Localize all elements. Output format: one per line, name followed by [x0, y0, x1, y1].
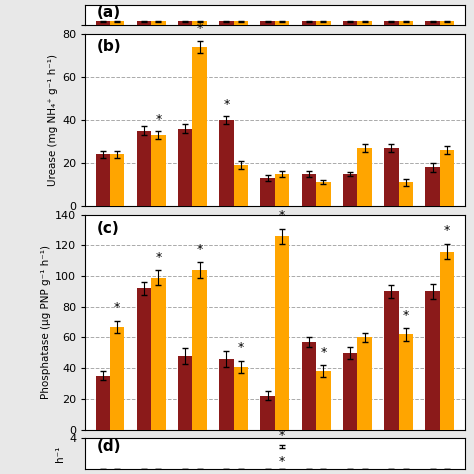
Bar [137, 21, 151, 26]
Bar [234, 21, 248, 26]
Text: *: * [155, 251, 162, 264]
Bar [110, 155, 125, 206]
Bar [110, 21, 125, 26]
Bar [343, 21, 357, 26]
Bar [384, 292, 399, 429]
Text: *: * [114, 301, 120, 314]
Bar [384, 148, 399, 206]
Bar [178, 21, 192, 26]
Bar [425, 21, 440, 26]
Bar [399, 21, 413, 26]
Bar [275, 21, 289, 26]
Bar [261, 396, 275, 429]
Text: *: * [197, 243, 203, 256]
Bar [357, 148, 372, 206]
Text: *: * [197, 22, 203, 36]
Bar [96, 155, 110, 206]
Bar [343, 353, 357, 429]
Bar [384, 21, 399, 26]
Bar [357, 21, 372, 26]
Y-axis label: Phosphatase (µg PNP g⁻¹ h⁻¹): Phosphatase (µg PNP g⁻¹ h⁻¹) [41, 245, 51, 399]
Text: *: * [279, 209, 285, 222]
Text: *: * [155, 113, 162, 126]
Text: *: * [402, 309, 409, 322]
Bar [96, 376, 110, 429]
Text: *: * [279, 429, 285, 442]
Bar [425, 167, 440, 206]
Bar [96, 21, 110, 26]
Bar [275, 236, 289, 429]
Bar [261, 178, 275, 206]
Bar [316, 21, 330, 26]
Bar [192, 270, 207, 429]
Bar [110, 327, 125, 429]
Bar [219, 359, 234, 429]
Text: (a): (a) [97, 5, 121, 20]
Bar [357, 337, 372, 429]
Bar [302, 174, 316, 206]
Text: *: * [223, 98, 229, 110]
Text: *: * [238, 341, 244, 354]
Text: *: * [320, 346, 327, 359]
Text: *: * [279, 456, 285, 468]
Bar [151, 135, 166, 206]
Bar [399, 182, 413, 206]
Bar [192, 47, 207, 206]
Y-axis label: h⁻¹: h⁻¹ [55, 446, 65, 462]
Y-axis label: Urease (mg NH₄⁺ g⁻¹ h⁻¹): Urease (mg NH₄⁺ g⁻¹ h⁻¹) [48, 54, 58, 186]
Text: *: * [444, 225, 450, 237]
Bar [178, 356, 192, 429]
Bar [440, 150, 454, 206]
Bar [302, 21, 316, 26]
Bar [178, 128, 192, 206]
Text: (b): (b) [97, 39, 121, 55]
Bar [151, 21, 166, 26]
Bar [261, 21, 275, 26]
Bar [343, 174, 357, 206]
Bar [425, 292, 440, 429]
Text: (d): (d) [97, 439, 121, 454]
Bar [316, 182, 330, 206]
Bar [219, 21, 234, 26]
Bar [440, 21, 454, 26]
Bar [440, 252, 454, 429]
Bar [302, 342, 316, 429]
Bar [151, 278, 166, 429]
Bar [137, 131, 151, 206]
Bar [234, 165, 248, 206]
Bar [137, 288, 151, 429]
Text: (c): (c) [97, 221, 119, 236]
Bar [219, 120, 234, 206]
Bar [234, 367, 248, 429]
Bar [275, 174, 289, 206]
Bar [399, 335, 413, 429]
Bar [316, 371, 330, 429]
Bar [192, 21, 207, 26]
